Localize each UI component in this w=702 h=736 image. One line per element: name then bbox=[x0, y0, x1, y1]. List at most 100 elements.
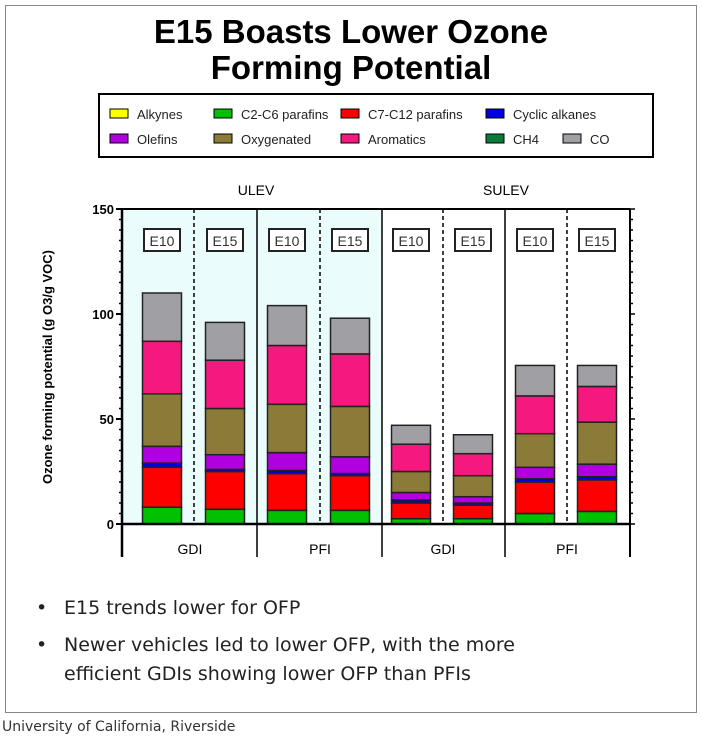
bar-segment-c2-c6-parafins bbox=[204, 508, 246, 525]
bar-segment-olefins bbox=[452, 495, 494, 504]
fuel-label-box bbox=[454, 228, 492, 252]
legend-label: Alkynes bbox=[137, 107, 183, 122]
bullet-item: • Newer vehicles led to lower OFP, with t… bbox=[36, 631, 515, 660]
legend-label: C7-C12 parafins bbox=[368, 107, 463, 122]
bar-segment-co bbox=[576, 364, 618, 388]
legend-swatch-8 bbox=[562, 133, 582, 144]
bar-segment-oxygenated bbox=[390, 470, 432, 494]
bullet-text: efficient GDIs showing lower OFP than PF… bbox=[64, 663, 471, 685]
fuel-label-box bbox=[268, 228, 306, 252]
bullet-marker: • bbox=[36, 597, 48, 619]
bar-segment-co bbox=[204, 321, 246, 361]
fuel-label: E10 bbox=[523, 233, 548, 249]
fuel-label-box bbox=[392, 228, 430, 252]
fuel-label-box bbox=[331, 228, 369, 252]
bar-segment-c2-c6-parafins bbox=[141, 506, 183, 525]
legend-label: Olefins bbox=[137, 132, 178, 147]
legend-label: Cyclic alkanes bbox=[513, 107, 597, 122]
bar-segment-oxygenated bbox=[329, 405, 371, 458]
bar-segment-olefins bbox=[329, 456, 371, 475]
bullet-continuation: efficient GDIs showing lower OFP than PF… bbox=[36, 660, 515, 689]
bar-segment-oxygenated bbox=[266, 403, 308, 454]
bar-segment-olefins bbox=[204, 453, 246, 471]
footer-affiliation: University of California, Riverside bbox=[2, 719, 236, 735]
bar-segment-olefins bbox=[141, 445, 183, 464]
bar-segment-c7-c12-parafins bbox=[141, 466, 183, 508]
bar-segment-co bbox=[514, 364, 556, 397]
bar-segment-oxygenated bbox=[514, 432, 556, 469]
bullet-text: E15 trends lower for OFP bbox=[64, 597, 301, 619]
bar-segment-olefins bbox=[390, 491, 432, 501]
fuel-label: E15 bbox=[338, 233, 363, 249]
legend-swatch-7 bbox=[485, 133, 505, 144]
legend-swatch-4 bbox=[109, 133, 129, 144]
fuel-label: E10 bbox=[275, 233, 300, 249]
legend-swatch-1 bbox=[213, 108, 233, 119]
bar-segment-c7-c12-parafins bbox=[329, 474, 371, 512]
group-label-ulev: ULEV bbox=[238, 182, 275, 198]
fuel-label: E10 bbox=[150, 233, 175, 249]
title-line-1: E15 Boasts Lower Ozone bbox=[153, 13, 549, 50]
bar-segment-aromatics bbox=[204, 359, 246, 410]
bar-segment-co bbox=[141, 292, 183, 343]
bullet-list: • E15 trends lower for OFP • Newer vehicle… bbox=[36, 594, 515, 697]
bar-segment-aromatics bbox=[329, 353, 371, 408]
bar-segment-co bbox=[266, 304, 308, 347]
bar-segment-aromatics bbox=[266, 344, 308, 406]
group-label-sulev: SULEV bbox=[483, 182, 530, 198]
bar-segment-olefins bbox=[266, 451, 308, 472]
subgroup-label: PFI bbox=[556, 541, 578, 557]
legend-label: Aromatics bbox=[368, 132, 426, 147]
legend-label: C2-C6 parafins bbox=[241, 107, 329, 122]
legend-swatch-3 bbox=[485, 108, 505, 119]
bar-segment-oxygenated bbox=[576, 421, 618, 465]
bar-segment-oxygenated bbox=[452, 474, 494, 498]
bar-segment-aromatics bbox=[452, 452, 494, 477]
bar-segment-aromatics bbox=[390, 443, 432, 473]
bar-segment-c7-c12-parafins bbox=[266, 472, 308, 512]
bar-segment-olefins bbox=[576, 463, 618, 478]
legend-label: Oxygenated bbox=[241, 132, 311, 147]
bar-segment-aromatics bbox=[576, 385, 618, 423]
fuel-label: E15 bbox=[213, 233, 238, 249]
y-axis-label: Ozone forming potential (g O3/g VOC) bbox=[40, 250, 55, 484]
fuel-label-box bbox=[206, 228, 244, 252]
bullet-text: Newer vehicles led to lower OFP, with th… bbox=[64, 634, 515, 656]
subgroup-label: GDI bbox=[431, 541, 456, 557]
bar-segment-co bbox=[390, 424, 432, 445]
bullet-item: • E15 trends lower for OFP bbox=[36, 594, 515, 623]
bar-segment-oxygenated bbox=[204, 407, 246, 456]
subgroup-label: GDI bbox=[178, 541, 203, 557]
slide-title: E15 Boasts Lower Ozone Forming Potential bbox=[0, 14, 702, 86]
legend-label: CH4 bbox=[513, 132, 539, 147]
y-tick-label: 0 bbox=[107, 517, 114, 532]
bar-segment-c7-c12-parafins bbox=[204, 470, 246, 511]
bar-segment-c2-c6-parafins bbox=[576, 510, 618, 525]
legend-swatch-0 bbox=[109, 108, 129, 119]
legend-swatch-2 bbox=[340, 108, 360, 119]
bar-segment-co bbox=[329, 317, 371, 355]
title-line-2: Forming Potential bbox=[210, 49, 492, 86]
bar-segment-c7-c12-parafins bbox=[514, 481, 556, 515]
legend: Alkynes C2-C6 parafins C7-C12 parafins Cycl… bbox=[98, 93, 654, 158]
bar-segment-c7-c12-parafins bbox=[390, 502, 432, 520]
bar-segment-c2-c6-parafins bbox=[514, 512, 556, 525]
bar-segment-olefins bbox=[514, 466, 556, 480]
bar-segment-co bbox=[452, 434, 494, 455]
y-tick-label: 50 bbox=[100, 412, 114, 427]
fuel-label-box bbox=[516, 228, 554, 252]
fuel-label: E10 bbox=[399, 233, 424, 249]
y-tick-label: 100 bbox=[92, 307, 114, 322]
bullet-marker: • bbox=[36, 634, 48, 656]
legend-label: CO bbox=[590, 132, 610, 147]
subgroup-label: PFI bbox=[309, 541, 331, 557]
slide-frame bbox=[5, 5, 697, 713]
y-tick-label: 150 bbox=[92, 202, 114, 217]
bar-segment-c2-c6-parafins bbox=[329, 509, 371, 525]
fuel-label: E15 bbox=[461, 233, 486, 249]
legend-swatch-6 bbox=[340, 133, 360, 144]
fuel-label-box bbox=[578, 228, 616, 252]
bar-segment-c7-c12-parafins bbox=[452, 504, 494, 520]
fuel-label: E15 bbox=[585, 233, 610, 249]
ofp-chart: Alkynes C2-C6 parafins C7-C12 parafins Cycl… bbox=[40, 93, 654, 557]
